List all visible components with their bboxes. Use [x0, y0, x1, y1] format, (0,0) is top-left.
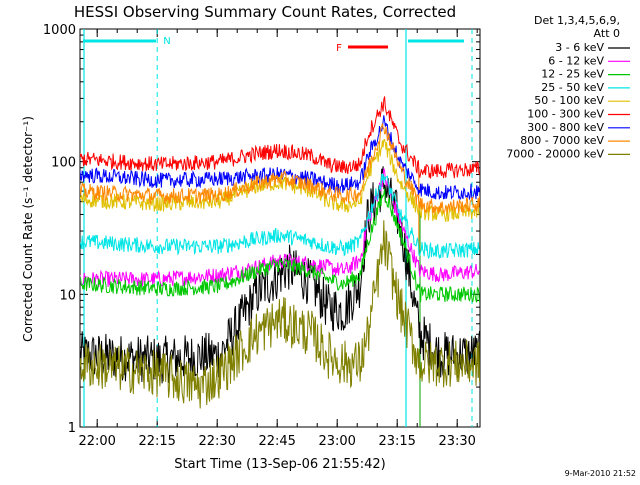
- y-tick-label-1: 10: [59, 288, 76, 303]
- x-tick-label-6: 23:30: [438, 434, 475, 449]
- series-line-7: [80, 123, 480, 215]
- x-tick-label-4: 23:00: [318, 434, 355, 449]
- legend-label-8: 7000 - 20000 keV: [506, 147, 604, 160]
- footer-timestamp: 9-Mar-2010 21:52: [565, 469, 636, 478]
- x-axis-label: Start Time (13-Sep-06 21:55:42): [174, 457, 385, 472]
- x-tick-label-0: 22:00: [78, 434, 115, 449]
- legend-label-4: 50 - 100 keV: [534, 94, 604, 107]
- y-axis-label: Corrected Count Rate (s⁻¹ detector⁻¹): [21, 116, 35, 342]
- y-tick-label-2: 100: [51, 156, 76, 171]
- series-line-1: [80, 168, 480, 288]
- legend-label-3: 25 - 50 keV: [541, 81, 604, 94]
- legend-header-line-2: Att 0: [594, 27, 620, 40]
- series-group: [80, 96, 480, 409]
- x-tick-label-5: 23:15: [378, 434, 415, 449]
- legend-label-6: 300 - 800 keV: [527, 121, 604, 134]
- x-tick-label-1: 22:15: [138, 434, 175, 449]
- series-line-0: [80, 166, 480, 384]
- series-line-3: [80, 173, 480, 260]
- series-line-5: [80, 96, 480, 179]
- series-line-2: [80, 188, 480, 303]
- n-marker-label: N: [163, 36, 170, 47]
- plot-area: 22:00 22:15 22:30 22:45 23:00 23:15 23:30 1 10 10…: [43, 23, 481, 449]
- series-line-6: [80, 115, 480, 201]
- x-tick-label-3: 22:45: [258, 434, 295, 449]
- y-tick-label-0: 1: [68, 421, 76, 436]
- legend-header-line-1: Det 1,3,4,5,6,9,: [534, 14, 620, 27]
- legend-label-5: 100 - 300 keV: [527, 108, 604, 121]
- series-line-8: [80, 220, 480, 409]
- y-tick-label-3: 1000: [43, 23, 76, 38]
- legend-label-0: 3 - 6 keV: [555, 41, 604, 54]
- x-tick-label-2: 22:30: [198, 434, 235, 449]
- legend-label-1: 6 - 12 keV: [548, 54, 604, 67]
- legend-label-7: 800 - 7000 keV: [520, 134, 604, 147]
- legend-label-2: 12 - 25 keV: [541, 68, 604, 81]
- series-line-4: [80, 138, 480, 223]
- f-marker-label: F: [336, 43, 342, 54]
- chart-title: HESSI Observing Summary Count Rates, Cor…: [74, 3, 456, 21]
- plot-frame: [79, 28, 481, 428]
